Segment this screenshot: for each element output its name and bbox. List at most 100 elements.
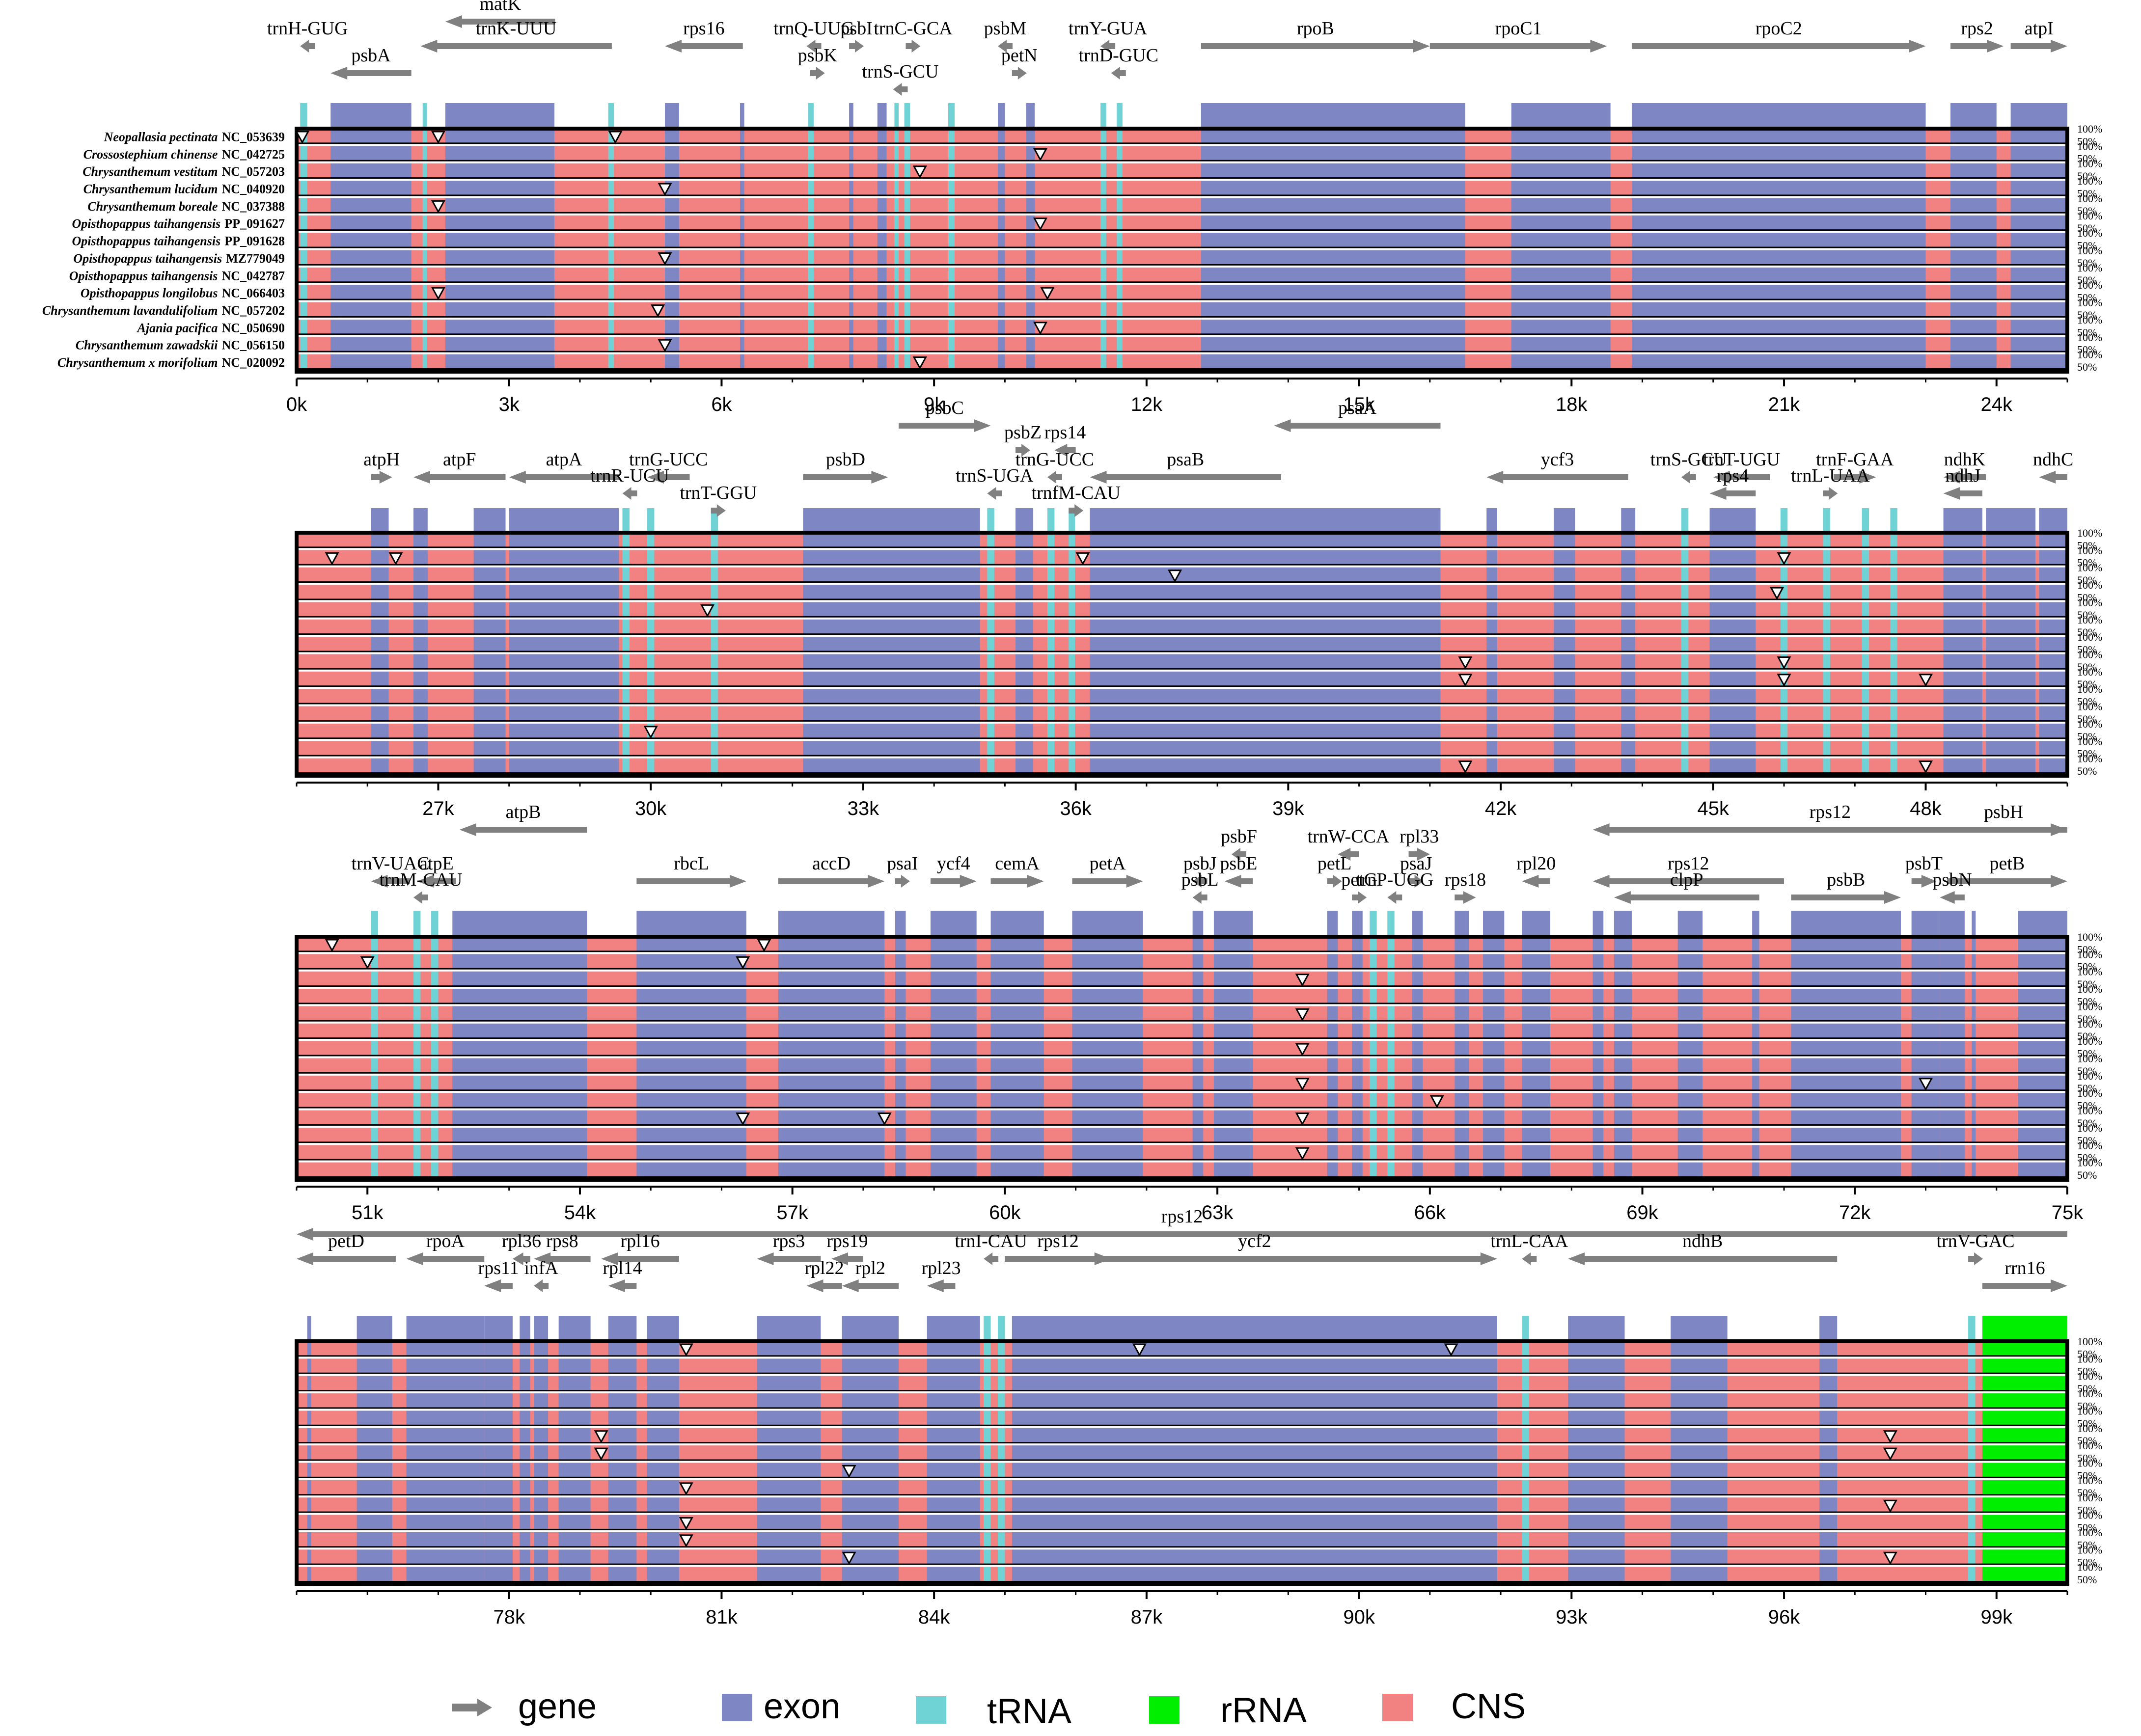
region-trna-header [300,103,307,128]
row-baseline [297,1072,2067,1074]
region-exon-header [1671,1316,1728,1340]
divergence-mark [388,552,403,566]
gene-arrow [1709,487,1756,500]
gene-label: rpl2 [855,1258,885,1278]
gene-arrow [1274,419,1441,432]
panel-4: 100%50%100%50%100%50%100%50%100%50%100%5… [295,1206,2102,1628]
species-label: Opisthopappus taihangensis PP_091627 [72,217,285,231]
x-tick-label: 93k [1556,1606,1588,1628]
region-exon-header [1213,911,1253,936]
gene-arrow [2039,471,2067,484]
gene-arrow [1224,875,1253,888]
gene-arrow [330,67,412,80]
pct-100-label: 100% [2077,1509,2102,1521]
row-separator [297,1565,2067,1567]
region-exon-header [1352,911,1363,936]
x-tick-label: 42k [1485,798,1517,819]
row-separator [297,1547,2067,1550]
divergence-mark [295,131,310,144]
region-trna-header [984,1316,991,1340]
pct-100-label: 100% [2077,666,2102,678]
row-baseline [297,546,2067,548]
row-separator [297,213,2067,216]
divergence-mark [736,1112,750,1126]
divergence-mark [700,604,715,618]
gene-arrow [1947,875,2067,888]
pct-50-label: 50% [2077,170,2097,182]
region-exon-header [647,1316,679,1340]
gene-label: trnL-CAA [1490,1231,1568,1251]
legend-trna: tRNA [916,1692,1071,1731]
gene-label: trnT-UGU [1703,449,1780,470]
row-separator [297,652,2067,654]
gene-arrow [300,40,315,53]
species-accession: NC_020092 [221,355,285,370]
row-separator [297,1409,2067,1411]
gene-arrow [849,40,864,53]
row-separator [297,335,2067,337]
gene-label: ndhK [1944,449,1986,470]
gene-arrow [1681,471,1696,484]
x-tick-label: 66k [1414,1202,1446,1223]
gene-label: trnG-UCC [629,449,708,470]
pct-50-label: 50% [2077,961,2097,973]
row-baseline [297,1003,2067,1004]
row-baseline [297,1107,2067,1109]
gene-arrow [371,875,410,888]
gene-label: atpI [2025,18,2054,39]
legend-exon-label: exon [764,1687,840,1726]
gene-arrow [1940,823,2067,836]
row-baseline [297,1124,2067,1126]
divergence-mark [1777,674,1791,687]
pct-50-label: 50% [2077,1169,2097,1181]
pct-100-label: 100% [2077,701,2102,713]
region-trna-header [948,103,955,128]
region-trna-header [711,508,718,532]
pct-50-label: 50% [2077,748,2097,760]
legend: gene exon tRNA rRNA CNS [452,1687,1526,1731]
pct-100-label: 100% [2077,175,2102,187]
gene-label: trnG-UCC [1016,449,1094,470]
region-exon-header [2010,103,2067,128]
row-baseline [297,564,2067,566]
row-baseline [297,351,2067,353]
row-separator [297,617,2067,620]
region-exon-header [473,508,506,532]
legend-gene-label: gene [518,1687,597,1726]
gene-label: infA [524,1258,558,1278]
species-accession: NC_057202 [221,303,285,318]
region-exon-header [413,508,428,532]
gene-arrow [420,40,612,53]
gene-label: trnR-UCU [590,465,669,486]
pct-50-label: 50% [2077,187,2097,199]
region-trna-header [622,508,630,532]
x-tick-label: 45k [1698,798,1729,819]
gene-arrow [1054,444,1076,457]
x-tick-label: 72k [1839,1202,1871,1223]
pct-100-label: 100% [2077,753,2102,765]
x-tick-label: 87k [1131,1606,1163,1628]
divergence-mark [679,1534,693,1548]
pct-100-label: 100% [2077,1035,2102,1047]
region-exon-header [1621,508,1636,532]
gene-arrow [1201,40,1430,53]
divergence-mark [1918,1078,1933,1091]
pct-50-label: 50% [2077,1400,2097,1412]
species-name: Chrysanthemum vestitum [82,164,218,179]
species-name: Opisthopappus taihangensis [72,234,221,248]
row-baseline [297,1055,2067,1057]
divergence-mark [658,339,672,353]
row-separator [297,265,2067,268]
row-separator [297,739,2067,741]
region-trna-header [371,911,378,936]
gene-arrow [1192,875,1208,888]
region-exon-header [1911,911,1940,936]
species-accession: NC_053639 [221,130,285,144]
region-exon-header [842,1316,899,1340]
row-baseline [297,177,2067,179]
x-tick-label: 51k [352,1202,384,1223]
pct-50-label: 50% [2077,1030,2097,1042]
species-accession: MZ779049 [226,251,285,266]
legend-gene-arrowhead [477,1699,492,1716]
divergence-mark [1458,656,1473,670]
